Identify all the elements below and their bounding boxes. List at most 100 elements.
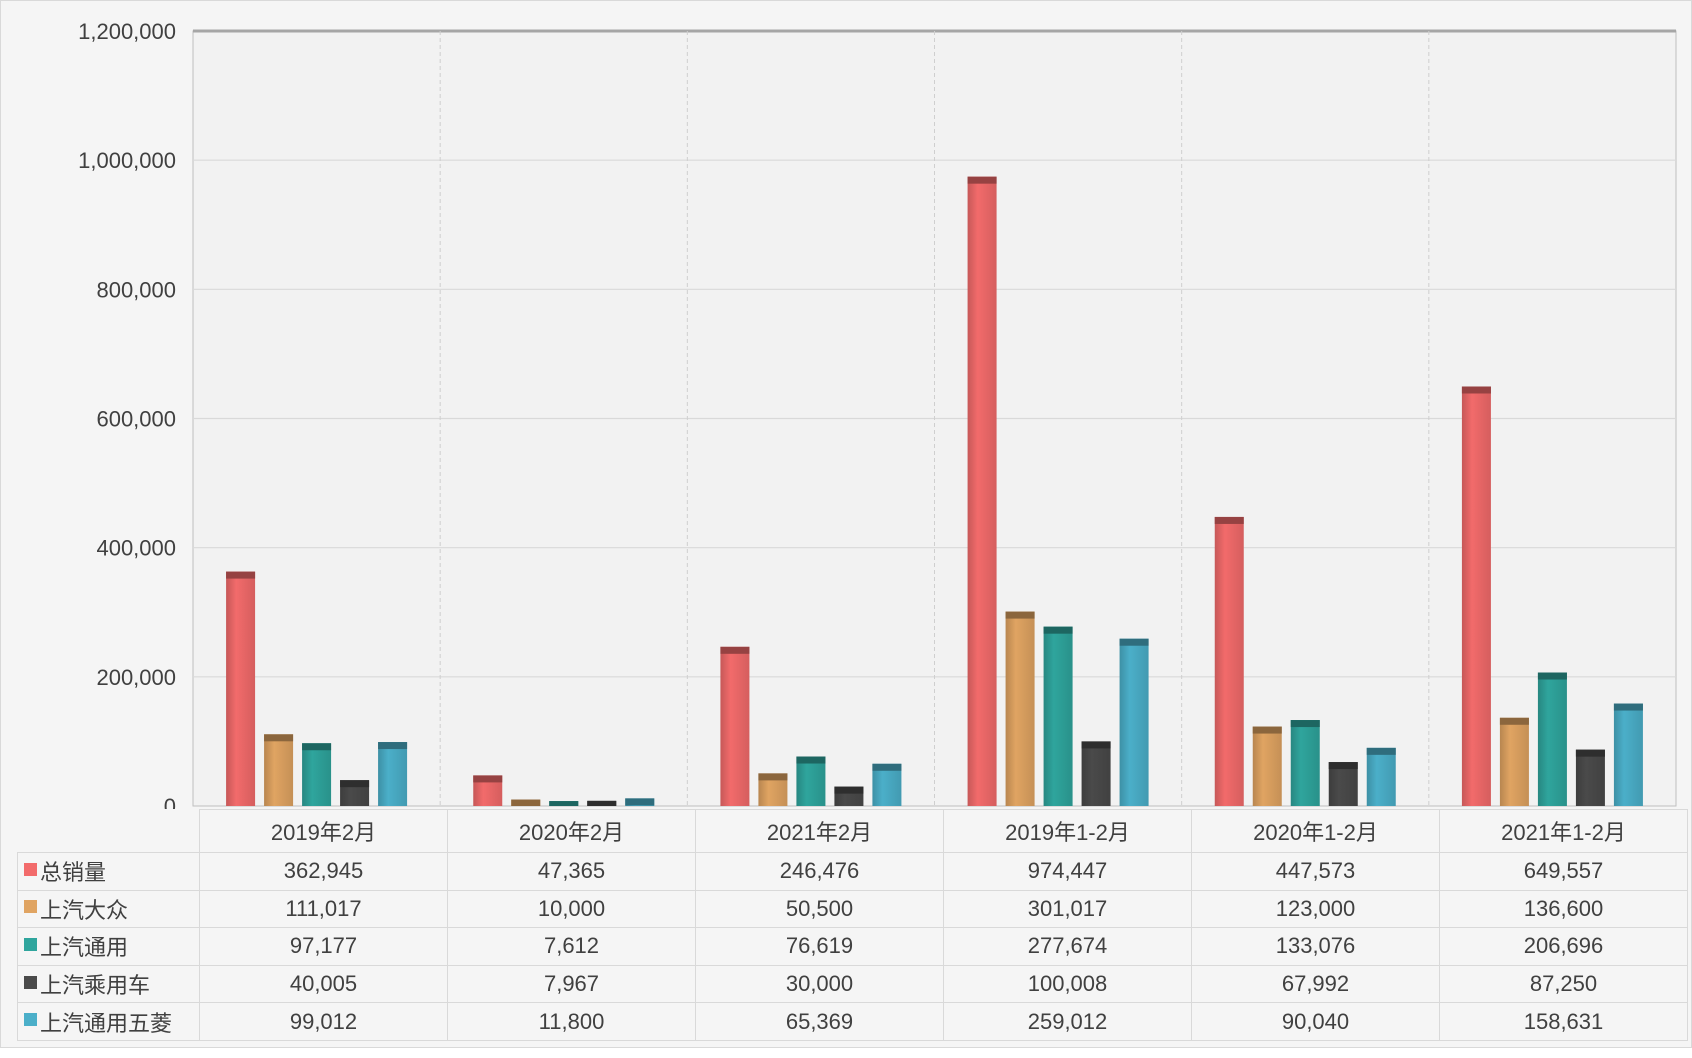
- bar-cap: [1613, 703, 1643, 711]
- bar-cap: [1119, 638, 1149, 646]
- bar-cap: [473, 775, 503, 783]
- data-label: 100,008: [943, 964, 1192, 1004]
- bar-cap: [511, 799, 541, 806]
- bar: [1119, 638, 1149, 806]
- bar: [1043, 626, 1073, 806]
- bar: [1461, 386, 1491, 806]
- y-tick-label: 800,000: [96, 277, 176, 302]
- gridlines: [192, 29, 1677, 807]
- category-label: 2019年2月: [199, 809, 448, 853]
- legend-swatch: [24, 1013, 37, 1027]
- legend-label: 上汽通用: [40, 935, 129, 961]
- data-label: 40,005: [199, 964, 448, 1004]
- data-label: 76,619: [695, 927, 944, 966]
- bar-cap: [720, 646, 750, 654]
- bar: [967, 176, 997, 806]
- y-tick-label: 200,000: [96, 665, 176, 690]
- y-tick-label: 0: [164, 794, 176, 809]
- data-label: 50,500: [695, 889, 944, 929]
- data-label: 10,000: [447, 889, 696, 929]
- y-axis-ticks: 0 200,000 400,000 600,000 800,000 1,000,000 1,…: [78, 19, 176, 809]
- bar: [1081, 741, 1111, 806]
- bar-cap: [872, 763, 902, 771]
- legend-entry: 上汽通用: [17, 927, 200, 966]
- data-label: 30,000: [695, 964, 944, 1004]
- bar: [1290, 720, 1320, 806]
- table-corner-cell: [17, 809, 200, 853]
- data-label: 301,017: [943, 889, 1192, 929]
- y-tick-label: 1,200,000: [78, 19, 176, 44]
- bar-cap: [1499, 717, 1529, 725]
- bar: [378, 742, 408, 806]
- bar-cap: [625, 798, 655, 806]
- bar: [1252, 726, 1282, 806]
- bar-cap: [302, 743, 332, 751]
- legend-label: 上汽通用五菱: [40, 1010, 173, 1036]
- data-label: 206,696: [1439, 927, 1688, 966]
- category-label: 2021年2月: [695, 809, 944, 853]
- bar: [1328, 762, 1358, 806]
- data-label: 65,369: [695, 1002, 944, 1041]
- category-label: 2019年1-2月: [943, 809, 1192, 853]
- data-label: 158,631: [1439, 1002, 1688, 1041]
- bar: [302, 743, 332, 806]
- bar-cap: [1005, 611, 1035, 619]
- bar-cap: [1290, 720, 1320, 728]
- category-label: 2020年2月: [447, 809, 696, 853]
- table-header-row: 2019年2月 2020年2月 2021年2月 2019年1-2月 2020年1-2月 2…: [17, 809, 1688, 853]
- data-label: 136,600: [1439, 889, 1688, 929]
- bar: [1005, 611, 1035, 806]
- bar: [1499, 717, 1529, 806]
- legend-entry: 上汽乘用车: [17, 964, 200, 1004]
- bar: [1613, 703, 1643, 806]
- bar-cap: [1214, 516, 1244, 524]
- data-label: 123,000: [1191, 889, 1440, 929]
- bar-cap: [758, 773, 788, 781]
- data-label: 649,557: [1439, 852, 1688, 891]
- bar: [872, 763, 902, 806]
- bar: [226, 571, 256, 806]
- data-label: 97,177: [199, 927, 448, 966]
- bar-cap: [226, 571, 256, 579]
- legend-label: 上汽大众: [40, 897, 129, 923]
- legend-entry: 上汽大众: [17, 889, 200, 929]
- bar-cap: [1081, 741, 1111, 749]
- data-label: 67,992: [1191, 964, 1440, 1004]
- bar-chart: 0 200,000 400,000 600,000 800,000 1,000,000 1,…: [78, 19, 1677, 809]
- bar-cap: [264, 734, 294, 742]
- table-row: 上汽乘用车 40,005 7,967 30,000 100,008 67,992 87,25…: [17, 964, 1688, 1004]
- bar-cap: [1461, 386, 1491, 394]
- data-label: 447,573: [1191, 852, 1440, 891]
- table-row: 上汽大众 111,017 10,000 50,500 301,017 123,000 136…: [17, 889, 1688, 929]
- bar-cap: [1366, 747, 1396, 755]
- data-label: 111,017: [199, 889, 448, 929]
- bar-cap: [340, 780, 370, 788]
- y-tick-label: 400,000: [96, 536, 176, 561]
- bar-cap: [796, 756, 826, 764]
- bar-cap: [1537, 672, 1567, 680]
- bar-cap: [1252, 726, 1282, 734]
- bar: [1214, 516, 1244, 806]
- bar-cap: [587, 800, 617, 806]
- legend-label: 上汽乘用车: [40, 973, 151, 999]
- data-label: 259,012: [943, 1002, 1192, 1041]
- data-label: 277,674: [943, 927, 1192, 966]
- table-row: 总销量 362,945 47,365 246,476 974,447 447,573 649…: [17, 852, 1688, 891]
- bar: [1366, 747, 1396, 806]
- bar: [264, 734, 294, 806]
- bar: [1537, 672, 1567, 806]
- bar-cap: [1328, 762, 1358, 770]
- bar-cap: [378, 742, 408, 750]
- legend-swatch: [24, 937, 37, 951]
- bar-cap: [1575, 749, 1605, 757]
- data-label: 974,447: [943, 852, 1192, 891]
- table-row: 上汽通用 97,177 7,612 76,619 277,674 133,076 206,6…: [17, 927, 1688, 966]
- data-label: 90,040: [1191, 1002, 1440, 1041]
- category-label: 2020年1-2月: [1191, 809, 1440, 853]
- legend-swatch: [24, 862, 37, 876]
- category-label: 2021年1-2月: [1439, 809, 1688, 853]
- bar-cap: [1043, 626, 1073, 634]
- legend-entry: 上汽通用五菱: [17, 1002, 200, 1041]
- y-tick-label: 600,000: [96, 407, 176, 432]
